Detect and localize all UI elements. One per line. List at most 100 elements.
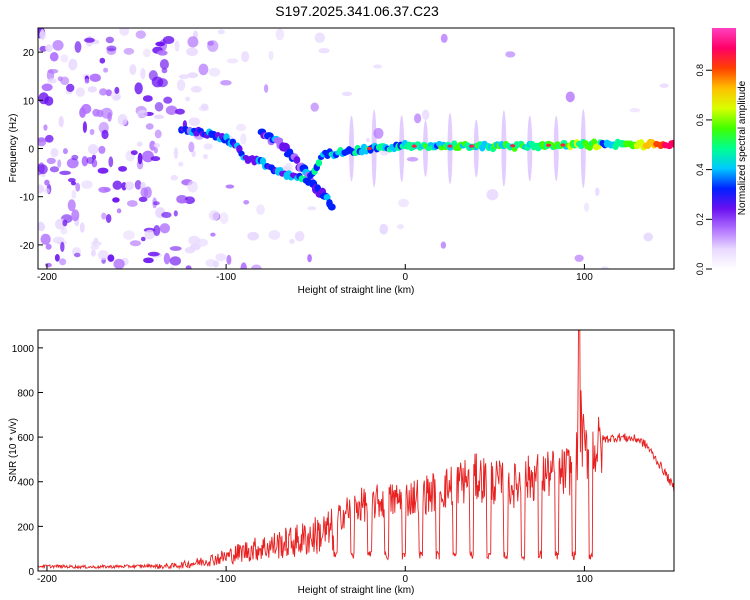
spectral-blob xyxy=(215,253,227,262)
spectral-blob xyxy=(373,64,382,69)
spectral-blob xyxy=(207,40,219,52)
spectral-blob xyxy=(173,147,179,160)
spectral-blob xyxy=(71,154,79,161)
x-tick-label: 100 xyxy=(576,574,593,585)
spectral-blob xyxy=(100,107,113,119)
hotspot-blob xyxy=(469,144,475,148)
spectral-blob xyxy=(176,79,186,91)
y-tick-label: 20 xyxy=(23,48,35,59)
spectral-blob xyxy=(97,249,109,260)
hotspot-blob xyxy=(560,143,566,147)
x-tick-label: 0 xyxy=(402,272,408,283)
spectral-blob xyxy=(208,67,221,77)
spectral-blob xyxy=(73,252,81,258)
spectral-blob xyxy=(174,40,180,52)
spectral-blob xyxy=(140,67,146,80)
spectral-blob xyxy=(373,127,384,139)
spectral-blob xyxy=(113,258,125,269)
spectral-blob xyxy=(89,73,101,83)
colorbar-tick-label: 0.4 xyxy=(695,163,705,176)
snr-y-label: SNR (10 * v/v) xyxy=(8,418,19,482)
spectral-blob xyxy=(54,253,60,262)
spectral-blob xyxy=(137,109,148,118)
spectral-blob xyxy=(169,256,182,266)
spectral-blob xyxy=(256,204,265,215)
y-tick-label: 600 xyxy=(17,433,34,444)
spectral-blob xyxy=(130,150,138,156)
colorbar-tick-label: 0.6 xyxy=(695,114,705,127)
spectral-blob xyxy=(318,47,330,54)
spectral-blob xyxy=(123,47,135,55)
spectral-blob xyxy=(45,262,52,268)
y-tick-label: 800 xyxy=(17,388,34,399)
y-tick-label: -10 xyxy=(20,193,35,204)
y-tick-label: 1000 xyxy=(12,344,35,355)
spectral-blob xyxy=(66,158,79,169)
spectral-blob xyxy=(601,266,609,269)
spectral-blob xyxy=(81,156,89,167)
spectral-blob xyxy=(81,103,92,115)
spectral-blob xyxy=(112,180,123,190)
colorbar-tick-label: 0.2 xyxy=(695,213,705,226)
spectral-blob xyxy=(154,102,164,112)
spectral-blob xyxy=(103,67,109,73)
spectral-blob xyxy=(134,180,142,190)
spectral-blob xyxy=(142,95,153,102)
hotspot-blob xyxy=(447,144,453,148)
snr-y-ticks: 0 200 400 600 800 1000 xyxy=(12,344,43,578)
branch-blob xyxy=(323,194,331,201)
spectral-blob xyxy=(307,206,317,211)
spectral-blob xyxy=(151,76,164,88)
spectral-blob xyxy=(99,57,106,64)
spectral-blob xyxy=(138,196,148,203)
spectral-blob xyxy=(143,257,154,264)
spectral-blob xyxy=(169,246,182,251)
spectral-blob xyxy=(118,165,128,172)
spectral-blob xyxy=(275,28,285,41)
spectral-blob xyxy=(67,199,76,212)
snr-line xyxy=(38,330,674,570)
spectral-blob xyxy=(268,50,274,61)
spectral-blob xyxy=(161,211,172,218)
spectral-blob xyxy=(47,69,59,74)
spectral-blob xyxy=(59,258,67,266)
hotspot-blob xyxy=(546,143,552,147)
spectral-blob xyxy=(90,244,100,250)
spectral-blob xyxy=(406,156,419,162)
spectral-blob xyxy=(38,222,46,232)
spectral-blob xyxy=(486,189,499,201)
spectral-blob xyxy=(90,249,96,257)
spectral-blob xyxy=(190,243,201,251)
spectral-blob xyxy=(49,166,60,173)
spectrogram-y-ticks: 20 10 0 -10 -20 xyxy=(20,48,43,252)
spectral-blob xyxy=(129,64,137,75)
spectral-blob xyxy=(162,36,175,45)
spectral-blob xyxy=(75,87,85,97)
spectral-blob xyxy=(157,50,168,56)
spectral-blob xyxy=(165,105,178,116)
x-tick-label: -200 xyxy=(37,574,57,585)
branch-blob xyxy=(293,156,301,164)
spectral-blob xyxy=(87,86,97,93)
spectral-blob xyxy=(98,186,110,193)
spectral-blob xyxy=(595,187,600,197)
spectral-blob xyxy=(643,232,654,242)
colorbar: 0.0 0.2 0.4 0.6 0.8 Normalized spectral ampl… xyxy=(695,28,748,275)
spectral-blob xyxy=(57,76,63,82)
spectral-blob xyxy=(188,141,195,153)
spectral-blob xyxy=(307,254,312,263)
spectral-blob xyxy=(70,181,77,186)
spectral-blob xyxy=(178,161,184,167)
y-tick-label: 0 xyxy=(28,145,34,156)
spectral-blob xyxy=(188,117,201,127)
spectral-blob xyxy=(40,233,51,245)
spectral-blob xyxy=(153,201,160,206)
colorbar-tick-label: 0.8 xyxy=(695,64,705,77)
spectral-blob xyxy=(105,213,112,223)
spectral-blob xyxy=(75,182,81,192)
spectral-blob xyxy=(422,109,430,121)
snr-panel: -200 -100 0 100 0 200 400 600 800 1000 Height of… xyxy=(8,329,675,596)
spectral-blob xyxy=(121,182,127,191)
spectral-blob xyxy=(163,96,173,104)
x-tick-label: -100 xyxy=(216,272,236,283)
